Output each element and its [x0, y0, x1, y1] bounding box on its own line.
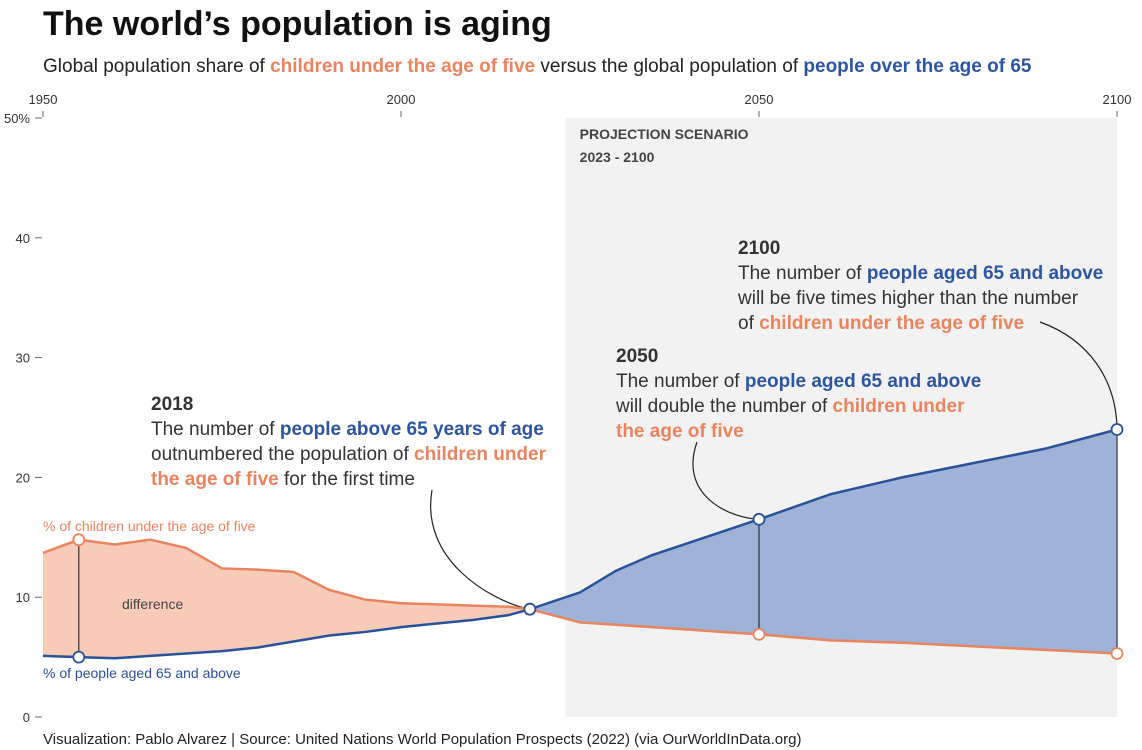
x-tick-label: 1950	[29, 92, 58, 107]
marker	[752, 512, 766, 526]
difference-label: difference	[122, 596, 183, 612]
text-span: of	[738, 313, 759, 334]
text-span: The number of	[738, 263, 867, 284]
text-span: will double the number of	[615, 396, 833, 417]
text-span: versus the global population of	[535, 56, 803, 77]
y-tick-label: 50%	[4, 111, 30, 126]
text-span: for the first time	[279, 469, 415, 490]
chart-subtitle: Global population share of children unde…	[43, 56, 1032, 77]
annotation-line: outnumbered the population of children u…	[151, 444, 547, 465]
y-tick-label: 20	[16, 470, 30, 485]
projection-label: PROJECTION SCENARIO	[580, 126, 749, 142]
text-span: The number of	[616, 371, 745, 392]
x-tick-label: 2050	[745, 92, 774, 107]
annotation-line: will double the number of children under	[615, 396, 965, 417]
text-span: children under	[414, 444, 547, 465]
annotation-year: 2100	[738, 238, 780, 259]
text-span: Global population share of	[43, 56, 270, 77]
y-tick-label: 30	[16, 351, 30, 366]
leader-line	[430, 489, 529, 610]
annotation-line: the age of five for the first time	[151, 469, 415, 490]
series-label: % of children under the age of five	[43, 518, 256, 534]
marker	[1110, 647, 1124, 660]
x-tick-label: 2100	[1103, 92, 1132, 107]
annotation-year: 2050	[616, 346, 658, 367]
marker	[523, 602, 537, 616]
text-span: people over the age of 65	[803, 56, 1031, 77]
annotation-line: The number of people aged 65 and above	[616, 371, 981, 392]
annotation-line: of children under the age of five	[738, 313, 1024, 334]
text-span: outnumbered the population of	[151, 444, 414, 465]
marker	[72, 650, 86, 664]
marker	[752, 627, 766, 641]
annotation-line: The number of people aged 65 and above	[738, 263, 1103, 284]
text-span: children under the age of five	[270, 56, 535, 77]
projection-range: 2023 - 2100	[580, 149, 655, 165]
annotation-line: the age of five	[616, 421, 744, 442]
leader-line	[1039, 321, 1118, 427]
background-layer	[43, 118, 1117, 717]
area-fill	[529, 429, 1117, 654]
text-span: people above 65 years of age	[280, 419, 544, 440]
area-fill	[43, 539, 530, 659]
text-span: children under the age of five	[759, 313, 1024, 334]
text-span: people aged 65 and above	[745, 371, 982, 392]
annotation-leaders	[430, 321, 1118, 610]
leader-line	[692, 441, 756, 520]
text-span: will be five times higher than the numbe…	[737, 288, 1079, 309]
marker	[72, 533, 86, 547]
text-span: the age of five	[151, 469, 279, 490]
annotation-line: The number of people above 65 years of a…	[151, 419, 544, 440]
series-label: % of people aged 65 and above	[43, 665, 241, 681]
text-span: people aged 65 and above	[867, 263, 1104, 284]
text-span: the age of five	[616, 421, 744, 442]
annotation-year: 2018	[151, 394, 193, 415]
text-span: The number of	[151, 419, 280, 440]
text-span: children under	[833, 396, 966, 417]
y-tick-label: 10	[16, 590, 30, 605]
marker	[1110, 423, 1124, 436]
series-line	[42, 538, 1118, 655]
annotation-line: will be five times higher than the numbe…	[737, 288, 1079, 309]
source-note: Visualization: Pablo Alvarez | Source: U…	[43, 731, 801, 748]
y-tick-label: 0	[23, 710, 30, 725]
series-line	[42, 428, 1118, 660]
x-tick-label: 2000	[387, 92, 416, 107]
chart-title: The world’s population is aging	[43, 5, 552, 43]
y-tick-label: 40	[16, 231, 30, 246]
